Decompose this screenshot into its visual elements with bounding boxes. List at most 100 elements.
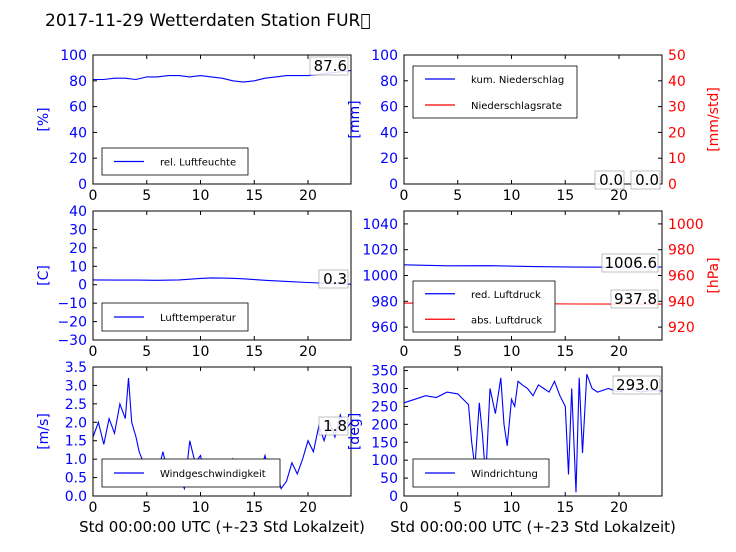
x-tick-label: 15 <box>245 188 263 204</box>
x-tick-label: 20 <box>299 188 317 204</box>
y2-tick-label: 980 <box>668 243 695 259</box>
x-tick-label: 10 <box>503 344 521 360</box>
legend: red. Luftdruck abs. Luftdruck <box>412 280 556 333</box>
plot-frame <box>403 54 663 185</box>
legend-label: Lufttemperatur <box>160 313 237 324</box>
panel-2: 0 5 10 15 20 0 20 40 60 80 100 0 10 20 30 40 50 [mm] [mm/s… <box>347 48 722 204</box>
y-axis-label: [C] <box>36 265 52 286</box>
y-axis-label: [deg] <box>347 413 363 450</box>
legend-box <box>412 280 556 333</box>
value-annotation: 937.8 <box>614 290 657 308</box>
x-tick-label: 0 <box>400 500 409 516</box>
y-tick-label: 40 <box>380 125 398 141</box>
legend-box <box>412 65 578 119</box>
x-tick-label: 20 <box>299 344 317 360</box>
y-tick-label: 60 <box>380 100 398 116</box>
y-tick-label: 80 <box>380 74 398 90</box>
y-tick-label: 200 <box>371 417 398 433</box>
y-axis-label: [m/s] <box>36 413 52 450</box>
y-tick-label: 60 <box>69 100 87 116</box>
x-tick-label: 10 <box>192 500 210 516</box>
y-tick-label: 2.0 <box>65 415 87 431</box>
y-tick-label: 300 <box>371 382 398 398</box>
plot-frame <box>92 54 352 185</box>
y2-tick-label: 30 <box>668 100 686 116</box>
y-tick-label: 960 <box>371 320 398 336</box>
y-tick-label: 1040 <box>362 217 398 233</box>
x-tick-label: 15 <box>556 344 574 360</box>
legend: rel. Luftfeuchte <box>101 147 249 176</box>
legend: Lufttemperatur <box>101 302 249 332</box>
legend-label: rel. Luftfeuchte <box>160 158 236 169</box>
y-tick-label: 40 <box>69 204 87 220</box>
value-annotation: 0.0 <box>635 171 659 189</box>
value-annotation-box <box>594 170 625 190</box>
y-tick-label: 1020 <box>362 243 398 259</box>
x-tick-label: 5 <box>453 188 462 204</box>
x-tick-label: 0 <box>89 188 98 204</box>
legend: Windrichtung <box>412 458 550 488</box>
figure-title: 2017-11-29 Wetterdaten Station FUR  <box>45 11 371 31</box>
y-tick-label: 40 <box>69 125 87 141</box>
x-tick-label: 15 <box>245 500 263 516</box>
y2-tick-label: 40 <box>668 74 686 90</box>
panel-5: 0 5 10 15 20 0.0 0.5 1.0 1.5 2.0 2.5 3.0 3.5 [m/s] Std… <box>36 360 365 536</box>
y-tick-label: 100 <box>371 453 398 469</box>
value-annotation-box <box>612 375 661 395</box>
y2-tick-label: 960 <box>668 269 695 285</box>
plot-frame <box>92 366 352 497</box>
series-line-1 <box>92 277 352 285</box>
y-tick-label: 20 <box>69 151 87 167</box>
value-annotation: 1.8 <box>323 417 347 435</box>
y-tick-label: 10 <box>69 259 87 275</box>
panel-3: 0 5 10 15 20 −30 −20 −10 0 10 20 30 40 [C] Lufttempera… <box>36 204 352 360</box>
value-annotation-box <box>610 289 659 309</box>
y-tick-label: 0 <box>389 177 398 193</box>
x-tick-label: 20 <box>610 344 628 360</box>
x-tick-label: 0 <box>400 344 409 360</box>
y-tick-label: 100 <box>60 48 87 64</box>
x-tick-label: 0 <box>89 344 98 360</box>
y2-axis-label: [mm/std] <box>706 87 722 152</box>
y-tick-label: 3.5 <box>65 360 87 376</box>
x-tick-label: 10 <box>503 500 521 516</box>
value-annotation: 87.6 <box>314 57 347 75</box>
y2-axis-label: [hPa] <box>706 257 722 293</box>
y-tick-label: 980 <box>371 294 398 310</box>
y-tick-label: −20 <box>57 315 87 331</box>
plot-frame <box>403 366 663 497</box>
y-tick-label: 150 <box>371 435 398 451</box>
x-tick-label: 10 <box>192 188 210 204</box>
y-tick-label: 50 <box>380 471 398 487</box>
value-annotation: 0.3 <box>323 270 347 288</box>
y-tick-label: 1.0 <box>65 452 87 468</box>
y-tick-label: 20 <box>69 241 87 257</box>
y2-tick-label: 940 <box>668 294 695 310</box>
y2-tick-label: 20 <box>668 125 686 141</box>
x-tick-label: 20 <box>610 188 628 204</box>
x-tick-label: 10 <box>192 344 210 360</box>
value-annotation: 0.0 <box>599 171 623 189</box>
value-annotation-box <box>630 170 661 190</box>
x-tick-label: 20 <box>299 500 317 516</box>
y2-tick-label: 10 <box>668 151 686 167</box>
x-axis-label: Std 00:00:00 UTC (+-23 Std Lokalzeit) <box>390 518 676 536</box>
x-tick-label: 5 <box>142 500 151 516</box>
x-tick-label: 15 <box>556 188 574 204</box>
y2-tick-label: 0 <box>668 177 677 193</box>
value-annotation: 1006.6 <box>605 254 658 272</box>
legend-label: abs. Luftdruck <box>471 315 542 326</box>
x-tick-label: 10 <box>503 188 521 204</box>
legend: Windgeschwindigkeit <box>101 458 281 488</box>
value-annotation: 293.0 <box>616 376 659 394</box>
value-annotation-box <box>601 253 659 273</box>
y-tick-label: 250 <box>371 399 398 415</box>
x-tick-label: 5 <box>453 344 462 360</box>
x-tick-label: 20 <box>610 500 628 516</box>
x-tick-label: 5 <box>142 188 151 204</box>
legend-label: Niederschlagsrate <box>471 101 562 112</box>
value-annotation-box <box>309 56 349 76</box>
y-tick-label: 80 <box>69 74 87 90</box>
